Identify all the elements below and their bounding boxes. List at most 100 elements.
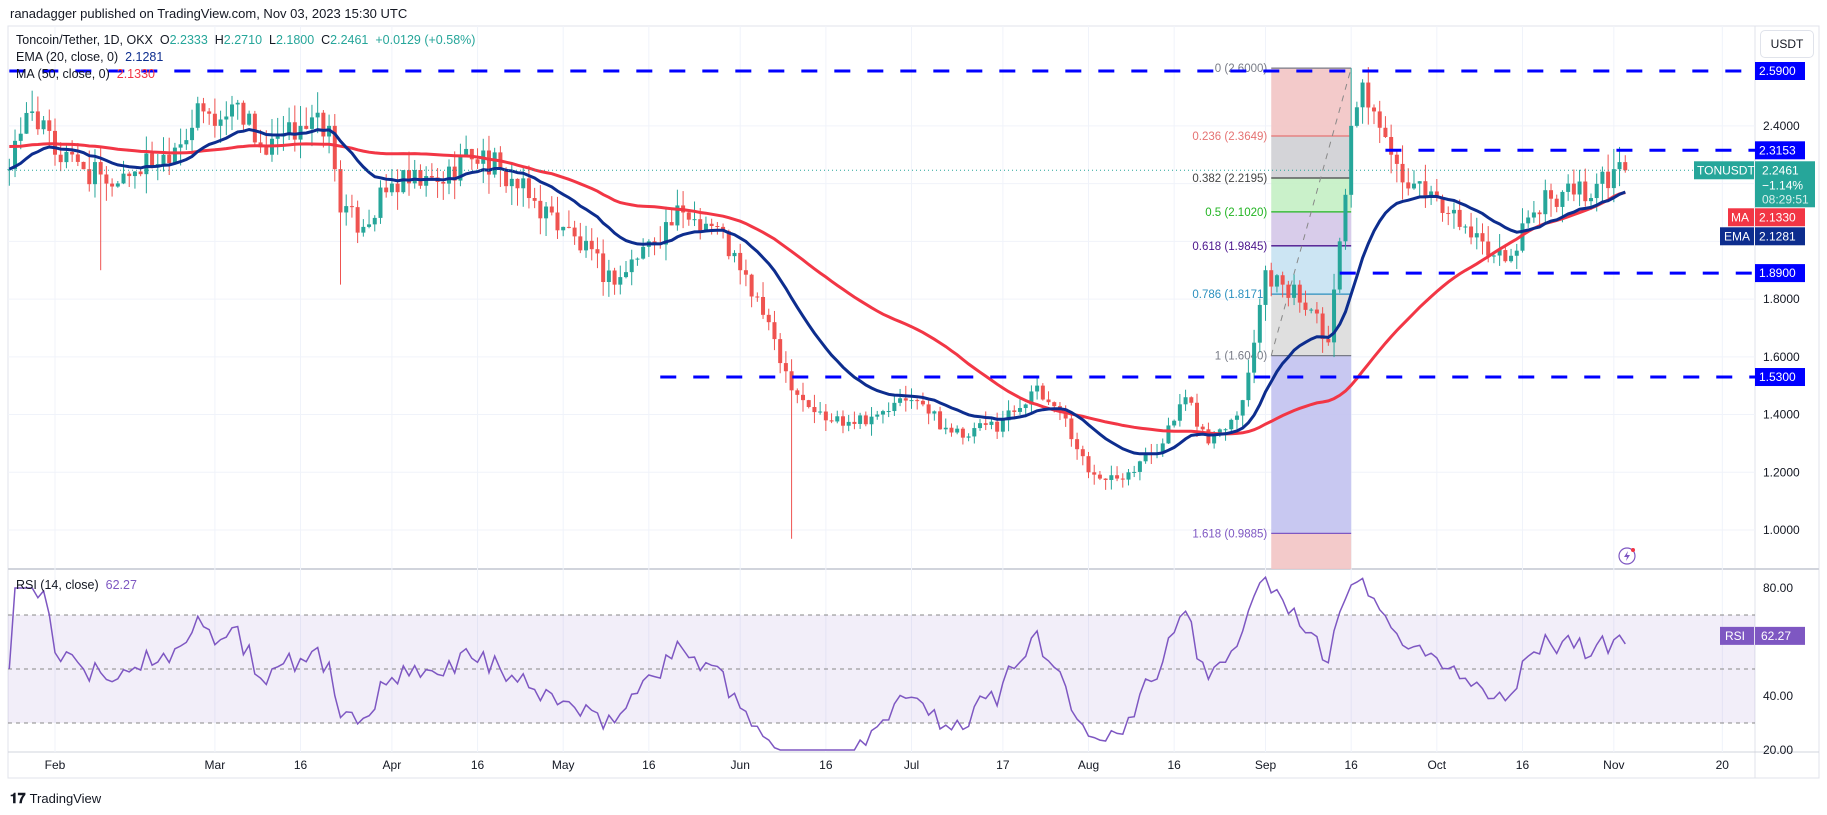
candle[interactable] (1600, 166, 1605, 202)
candle[interactable] (30, 90, 35, 121)
candle[interactable] (915, 398, 920, 410)
candle[interactable] (1514, 243, 1519, 270)
candle[interactable] (1035, 377, 1040, 400)
candle[interactable] (104, 166, 109, 201)
candle[interactable] (806, 399, 811, 409)
candle[interactable] (1126, 468, 1131, 486)
candle[interactable] (1252, 329, 1257, 384)
candle[interactable] (966, 433, 971, 442)
candle[interactable] (612, 267, 617, 295)
candle[interactable] (532, 187, 537, 209)
candle[interactable] (715, 222, 720, 235)
candle[interactable] (920, 392, 925, 407)
candle[interactable] (338, 160, 343, 285)
candle[interactable] (863, 411, 868, 427)
candle[interactable] (772, 310, 777, 351)
candle[interactable] (875, 410, 880, 420)
candle[interactable] (1006, 400, 1011, 432)
candle[interactable] (18, 117, 23, 150)
candle[interactable] (755, 292, 760, 302)
candle[interactable] (1606, 154, 1611, 199)
candle[interactable] (629, 249, 634, 286)
candle[interactable] (1115, 466, 1120, 482)
candle[interactable] (435, 168, 440, 198)
candle[interactable] (1360, 79, 1365, 124)
candle[interactable] (1029, 385, 1034, 415)
candle[interactable] (498, 146, 503, 187)
candle[interactable] (812, 394, 817, 424)
candle[interactable] (367, 209, 372, 229)
candle[interactable] (372, 215, 377, 232)
candle[interactable] (418, 164, 423, 189)
candle[interactable] (646, 239, 651, 257)
candle[interactable] (795, 388, 800, 404)
candle[interactable] (475, 148, 480, 170)
candle[interactable] (1092, 464, 1097, 485)
candle[interactable] (1423, 164, 1428, 208)
candle[interactable] (315, 92, 320, 134)
candle[interactable] (349, 194, 354, 218)
candle[interactable] (1411, 170, 1416, 190)
candle[interactable] (858, 412, 863, 429)
candle[interactable] (1195, 393, 1199, 437)
candle[interactable] (989, 418, 994, 430)
candle[interactable] (663, 206, 668, 261)
candle[interactable] (892, 394, 897, 416)
candle[interactable] (1314, 302, 1319, 324)
candle[interactable] (1332, 273, 1337, 358)
candle[interactable] (1069, 411, 1074, 447)
candle[interactable] (1509, 248, 1514, 263)
candle[interactable] (452, 151, 457, 200)
candle[interactable] (1372, 104, 1377, 125)
candle[interactable] (909, 388, 914, 409)
candle[interactable] (1137, 460, 1142, 481)
candle[interactable] (601, 239, 606, 296)
candle[interactable] (949, 423, 954, 437)
candle[interactable] (840, 410, 845, 434)
candle[interactable] (544, 201, 549, 237)
candle[interactable] (1554, 194, 1559, 213)
candle[interactable] (7, 158, 12, 186)
candle[interactable] (41, 116, 46, 135)
candle[interactable] (332, 114, 337, 182)
candle[interactable] (1040, 383, 1045, 401)
candle[interactable] (886, 402, 891, 418)
candle[interactable] (818, 401, 823, 415)
candle[interactable] (515, 178, 520, 206)
candle[interactable] (230, 95, 235, 131)
candle[interactable] (1377, 100, 1382, 144)
candle[interactable] (692, 201, 697, 227)
candle[interactable] (429, 163, 434, 179)
candle[interactable] (47, 109, 52, 146)
candle[interactable] (1343, 188, 1348, 250)
candle[interactable] (201, 97, 206, 124)
candle[interactable] (98, 147, 103, 271)
candle[interactable] (247, 110, 252, 126)
candle[interactable] (184, 128, 189, 150)
candle[interactable] (641, 238, 646, 260)
candle[interactable] (1417, 181, 1422, 196)
candle[interactable] (1543, 179, 1548, 224)
candle[interactable] (1155, 443, 1160, 459)
candle[interactable] (1531, 200, 1536, 223)
candle[interactable] (1491, 253, 1496, 264)
candle[interactable] (595, 237, 600, 269)
candle[interactable] (412, 159, 417, 189)
candle[interactable] (846, 414, 851, 432)
candle[interactable] (1103, 478, 1108, 490)
candle[interactable] (218, 110, 223, 143)
candle[interactable] (835, 410, 840, 424)
candle[interactable] (1457, 199, 1462, 231)
candle[interactable] (972, 422, 977, 444)
candle[interactable] (766, 308, 771, 331)
candle[interactable] (1120, 473, 1125, 488)
candle[interactable] (252, 110, 257, 148)
candle[interactable] (1303, 290, 1308, 316)
candle[interactable] (401, 170, 406, 194)
candle[interactable] (1297, 280, 1302, 313)
candle[interactable] (783, 351, 788, 383)
candle[interactable] (395, 169, 400, 210)
candle[interactable] (1549, 183, 1554, 217)
candle[interactable] (127, 171, 132, 188)
candle[interactable] (1246, 359, 1251, 407)
